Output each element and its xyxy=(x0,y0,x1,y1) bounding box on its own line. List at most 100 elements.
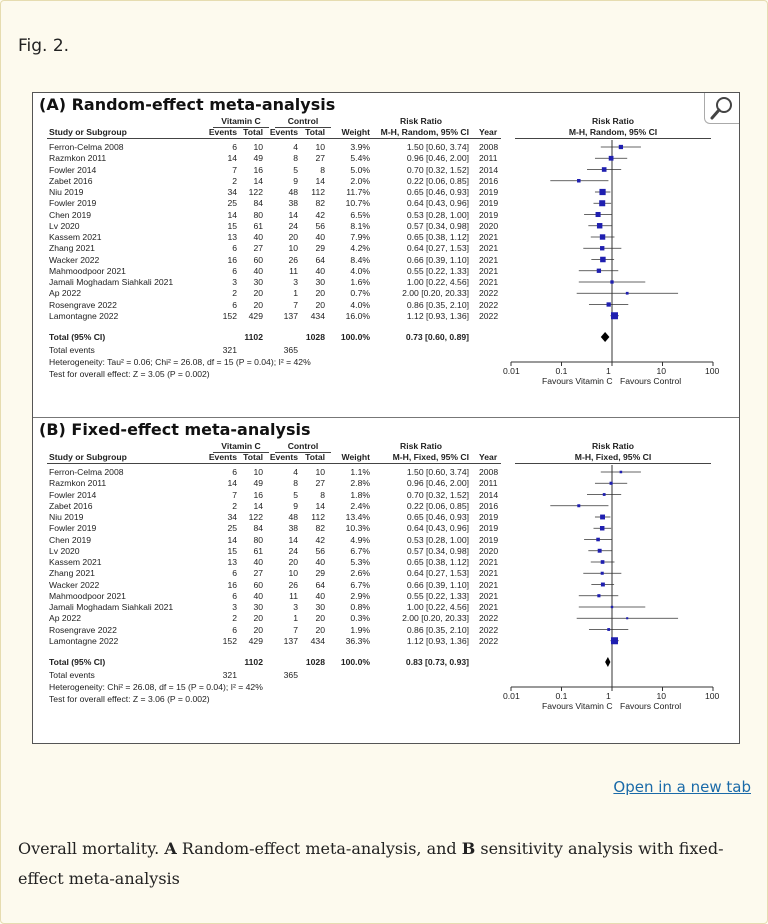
total-control: 434 xyxy=(310,635,325,646)
weight: 16.0% xyxy=(345,310,370,321)
events-control: 10 xyxy=(288,568,298,579)
study-effect-square xyxy=(601,167,607,172)
year: 2011 xyxy=(479,478,498,489)
total-control: 56 xyxy=(315,220,325,231)
events-control: 9 xyxy=(293,175,298,186)
caption-part-3: sensitivity analysis with fixed-effect m… xyxy=(18,839,724,888)
total-control: 8 xyxy=(320,164,325,175)
year: 2021 xyxy=(479,232,499,242)
risk-ratio-ci: 0.64 [0.43, 0.96] xyxy=(406,198,469,209)
events-vitamin-c: 6 xyxy=(232,624,237,635)
total-vitamin-c: 429 xyxy=(248,635,263,646)
year: 2014 xyxy=(479,489,499,500)
events-vitamin-c: 6 xyxy=(232,299,237,310)
events-control: 10 xyxy=(288,243,298,254)
total-control-sum: 1028 xyxy=(305,657,325,667)
x-axis-tick-label: 1 xyxy=(606,691,611,701)
risk-ratio-ci: 0.96 [0.46, 2.00] xyxy=(406,478,469,489)
weight: 1.1% xyxy=(350,467,370,477)
total-vitamin-c: 84 xyxy=(253,198,263,209)
total-control: 40 xyxy=(315,265,325,276)
weight: 6.7% xyxy=(350,579,370,590)
total-control: 20 xyxy=(315,299,325,310)
total-vitamin-c: 14 xyxy=(253,175,263,186)
events-vitamin-c: 16 xyxy=(227,254,237,265)
header-risk-ratio: Risk Ratio xyxy=(399,116,443,126)
study-effect-square xyxy=(610,280,614,284)
total-control: 27 xyxy=(315,153,325,164)
total-events-label: Total events xyxy=(49,345,95,355)
events-control: 11 xyxy=(289,265,298,276)
x-axis-tick-label: 0.01 xyxy=(503,691,520,701)
study-name: Zabet 2016 xyxy=(49,175,93,186)
weight: 6.5% xyxy=(350,209,370,220)
study-effect-square xyxy=(577,504,581,508)
study-effect-square xyxy=(619,470,623,474)
total-vitamin-c: 122 xyxy=(248,512,263,522)
total-control: 40 xyxy=(315,590,325,601)
total-control: 20 xyxy=(315,288,325,299)
events-control: 8 xyxy=(293,478,298,489)
study-name: Kassem 2021 xyxy=(49,557,102,567)
header-events-vitc: Events xyxy=(208,127,237,137)
study-name: Chen 2019 xyxy=(49,534,92,545)
total-vitamin-c: 40 xyxy=(253,265,263,276)
study-name: Wacker 2022 xyxy=(49,254,100,265)
caption-part-1: Overall mortality. xyxy=(18,839,165,858)
study-effect-square xyxy=(597,594,601,598)
study-name: Razmkon 2011 xyxy=(49,478,107,489)
year: 2022 xyxy=(479,624,499,635)
study-effect-square xyxy=(610,637,618,645)
header-plot-method: M-H, Random, 95% CI xyxy=(568,127,658,137)
risk-ratio-ci: 0.57 [0.34, 0.98] xyxy=(406,545,469,556)
study-effect-square xyxy=(599,526,605,531)
total-events-control: 365 xyxy=(283,670,298,680)
header-underline-vitamin-c xyxy=(213,452,269,453)
total-vitamin-c: 40 xyxy=(253,232,263,242)
risk-ratio-ci: 0.53 [0.28, 1.00] xyxy=(406,209,469,220)
header-plot-risk-ratio: Risk Ratio xyxy=(591,441,635,451)
year: 2019 xyxy=(479,187,499,197)
weight: 11.7% xyxy=(346,187,370,197)
total-vitamin-c: 10 xyxy=(253,142,263,152)
total-vitamin-c: 49 xyxy=(253,153,263,164)
study-name: Jamali Moghadam Siahkali 2021 xyxy=(49,277,174,287)
weight: 10.7% xyxy=(345,198,370,209)
total-vitamin-c: 27 xyxy=(253,568,263,579)
header-underline xyxy=(47,138,501,139)
panel-fixed-effect: (B) Fixed-effect meta-analysis Vitamin C C… xyxy=(33,417,739,744)
study-effect-square xyxy=(610,312,618,320)
weight: 1.6% xyxy=(350,277,370,287)
study-name: Rosengrave 2022 xyxy=(49,624,117,635)
magnifying-glass-icon[interactable] xyxy=(704,93,739,124)
events-control: 3 xyxy=(293,602,298,612)
total-vitamin-c: 20 xyxy=(253,299,263,310)
study-name: Lamontagne 2022 xyxy=(49,635,119,646)
study-effect-square xyxy=(618,144,624,150)
total-control: 64 xyxy=(315,254,325,265)
study-name: Rosengrave 2022 xyxy=(49,299,117,310)
events-vitamin-c: 15 xyxy=(227,545,237,556)
header-risk-ratio: Risk Ratio xyxy=(399,441,443,451)
heterogeneity-stats: Heterogeneity: Tau² = 0.06; Chi² = 26.08… xyxy=(49,357,311,367)
study-effect-square xyxy=(626,617,629,620)
total-control: 20 xyxy=(315,624,325,635)
weight: 5.0% xyxy=(350,164,370,175)
weight: 36.3% xyxy=(345,635,370,646)
open-in-new-tab-link[interactable]: Open in a new tab xyxy=(613,778,751,796)
total-control: 27 xyxy=(315,478,325,489)
events-control: 5 xyxy=(293,164,298,175)
total-control: 42 xyxy=(315,209,325,220)
weight: 1.8% xyxy=(350,489,370,500)
pooled-effect-diamond xyxy=(600,332,610,342)
events-vitamin-c: 2 xyxy=(232,288,237,299)
total-vitamin-c: 27 xyxy=(253,243,263,254)
events-control: 26 xyxy=(288,579,298,590)
year: 2021 xyxy=(479,568,499,579)
total-control: 82 xyxy=(315,198,325,209)
events-vitamin-c: 6 xyxy=(232,590,237,601)
events-vitamin-c: 6 xyxy=(232,265,237,276)
events-vitamin-c: 3 xyxy=(232,602,237,612)
events-vitamin-c: 152 xyxy=(222,635,237,646)
events-vitamin-c: 2 xyxy=(232,500,237,511)
